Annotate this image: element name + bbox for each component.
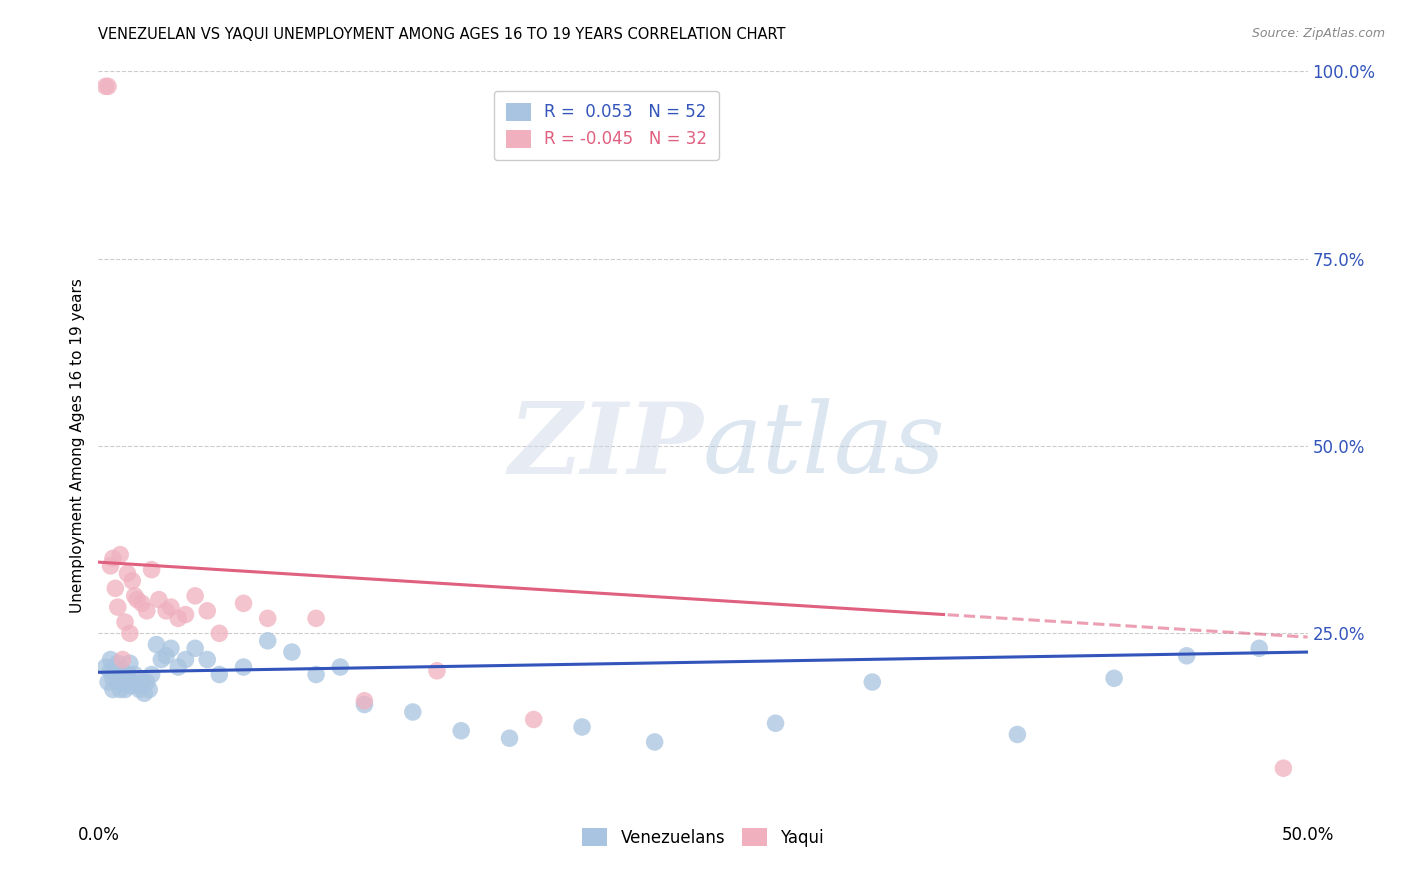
Point <box>145 638 167 652</box>
Point <box>305 611 328 625</box>
Point <box>160 600 183 615</box>
Point <box>118 679 141 693</box>
Point <box>111 652 134 666</box>
Legend: Venezuelans, Yaqui: Venezuelans, Yaqui <box>575 822 831 854</box>
Point <box>108 682 131 697</box>
Point <box>100 558 122 573</box>
Point <box>108 548 131 562</box>
Text: Source: ZipAtlas.com: Source: ZipAtlas.com <box>1251 27 1385 40</box>
Point <box>118 626 141 640</box>
Point <box>184 641 207 656</box>
Point <box>135 675 157 690</box>
Point <box>114 682 136 697</box>
Point <box>150 652 173 666</box>
Point <box>131 596 153 610</box>
Point <box>167 611 190 625</box>
Point <box>256 611 278 625</box>
Point <box>1102 671 1125 685</box>
Point <box>94 79 117 94</box>
Point <box>174 607 197 622</box>
Point <box>135 604 157 618</box>
Point <box>160 641 183 656</box>
Point <box>101 551 124 566</box>
Point <box>148 592 170 607</box>
Point <box>104 667 127 681</box>
Point <box>174 652 197 666</box>
Point <box>765 716 787 731</box>
Point <box>97 675 120 690</box>
Point <box>353 694 375 708</box>
Point <box>256 633 278 648</box>
Point <box>100 652 122 666</box>
Point <box>232 596 254 610</box>
Point <box>107 675 129 690</box>
Point <box>121 574 143 588</box>
Point <box>860 675 883 690</box>
Point <box>124 589 146 603</box>
Point <box>111 664 134 678</box>
Point <box>118 657 141 671</box>
Point <box>124 667 146 681</box>
Point <box>195 652 218 666</box>
Point <box>107 657 129 671</box>
Point <box>523 713 546 727</box>
Point <box>402 705 425 719</box>
Y-axis label: Unemployment Among Ages 16 to 19 years: Unemployment Among Ages 16 to 19 years <box>69 278 84 614</box>
Point <box>101 671 124 685</box>
Point <box>131 675 153 690</box>
Point <box>498 731 520 746</box>
Text: ZIP: ZIP <box>508 398 703 494</box>
Point <box>644 735 666 749</box>
Point <box>208 667 231 681</box>
Point <box>141 667 163 681</box>
Point <box>121 675 143 690</box>
Text: VENEZUELAN VS YAQUI UNEMPLOYMENT AMONG AGES 16 TO 19 YEARS CORRELATION CHART: VENEZUELAN VS YAQUI UNEMPLOYMENT AMONG A… <box>98 27 786 42</box>
Point <box>195 604 218 618</box>
Point <box>1007 727 1029 741</box>
Point <box>104 582 127 596</box>
Point <box>1175 648 1198 663</box>
Point <box>134 686 156 700</box>
Point <box>111 671 134 685</box>
Point <box>305 667 328 681</box>
Point <box>232 660 254 674</box>
Point <box>107 600 129 615</box>
Point <box>94 660 117 674</box>
Point <box>155 604 177 618</box>
Point <box>184 589 207 603</box>
Point <box>127 679 149 693</box>
Point <box>1249 641 1271 656</box>
Point <box>117 667 139 681</box>
Point <box>281 645 304 659</box>
Point <box>101 682 124 697</box>
Point <box>167 660 190 674</box>
Point <box>329 660 352 674</box>
Point <box>138 682 160 697</box>
Point <box>426 664 449 678</box>
Point <box>104 660 127 674</box>
Point <box>1272 761 1295 775</box>
Point <box>128 682 150 697</box>
Point <box>141 563 163 577</box>
Point <box>117 566 139 581</box>
Point <box>353 698 375 712</box>
Point <box>450 723 472 738</box>
Point <box>208 626 231 640</box>
Point <box>97 79 120 94</box>
Point <box>100 664 122 678</box>
Point <box>114 615 136 629</box>
Point <box>571 720 593 734</box>
Point <box>155 648 177 663</box>
Text: atlas: atlas <box>703 399 946 493</box>
Point <box>127 592 149 607</box>
